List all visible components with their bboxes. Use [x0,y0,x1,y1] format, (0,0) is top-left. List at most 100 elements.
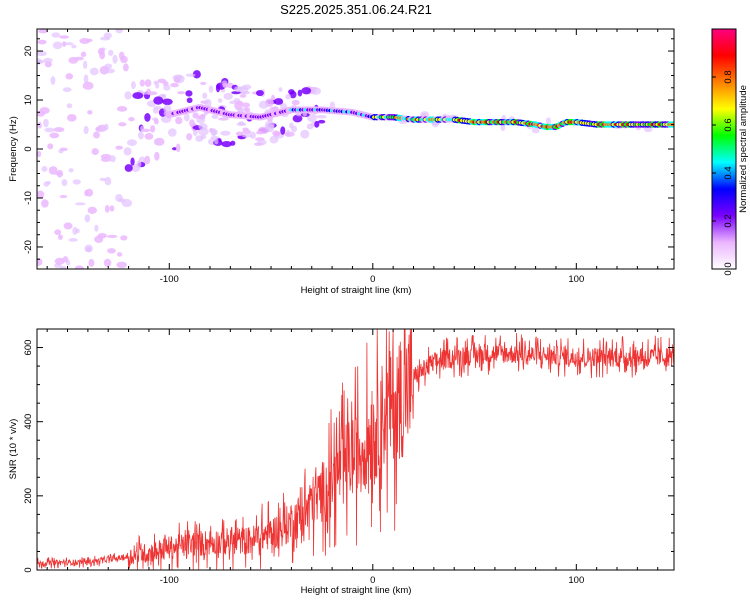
spectrogram-blob [74,202,86,206]
spectrogram-blob [278,87,283,92]
figure-title: S225.2025.351.06.24.R21 [280,2,432,17]
spectrogram-blob [291,99,300,106]
snr-xtick-label: 100 [568,575,584,586]
spectrogram-blob [108,49,114,56]
spectrogram-blob [104,205,110,213]
snr-xtick-label: 0 [370,575,375,586]
spectrogram-blob [217,98,223,103]
spectrogram-blob [242,129,252,135]
spectrogram-blob [140,125,145,132]
spectrogram-blob [43,118,49,128]
spectrogram-blob [144,79,152,87]
spectrogram-blob [317,119,326,124]
colorbar-ramp [712,29,736,269]
spectrogram-blob [131,81,136,90]
spectrogram-ytick-label: -20 [23,240,34,254]
spectrogram-blob [82,60,88,69]
spectrogram-blob [132,92,144,99]
spectrogram-blob [47,143,54,150]
spectrogram-xtick-label: 0 [370,274,375,285]
spectrogram-blob [241,102,251,108]
colorbar-tick-label: 0.4 [723,166,734,179]
spectrogram-blob [74,265,84,269]
spectrogram-blob [89,67,99,76]
spectrogram-blob [192,112,199,119]
spectrogram-blob [198,123,208,131]
spectrogram-blob [82,81,94,90]
spectrogram-blob [121,198,133,208]
spectrogram-blob [100,154,112,159]
snr-axes: -100 0 100 0 200 400 600 [23,328,674,586]
spectrogram-ytick-label: -10 [23,191,34,205]
spectrogram-blob [37,190,45,199]
spectrogram-blob [311,87,322,95]
spectrogram-blob [183,113,190,122]
spectrogram-xlabel: Height of straight line (km) [301,285,412,296]
spectrogram-blob [52,41,63,50]
spectrogram-blob [291,125,298,133]
spectrogram-blob [71,44,77,49]
spectrogram-blob [264,120,275,130]
spectrogram-blob [230,140,236,146]
snr-ytick-label: 0 [23,567,34,572]
spectrogram-blob [300,129,310,139]
spectrogram-blob [116,252,123,257]
spectrogram-blob [154,151,160,161]
spectrogram-blob [273,98,284,105]
spectrogram-blob [87,206,97,214]
spectrogram-blob [153,96,164,105]
spectrogram-blob [170,82,179,88]
spectrogram-blob [37,257,43,266]
spectrogram-blob [222,83,228,88]
spectrogram-blob [223,92,233,100]
spectrogram-blob [210,136,220,140]
spectrogram-blob [258,100,269,109]
spectrogram-blob [44,61,52,68]
spectrogram-blob [256,130,264,135]
spectrogram-blob [104,68,115,74]
spectrogram-blob [48,166,58,175]
spectrogram-blob [99,36,111,41]
spectrogram-blobs [37,29,662,269]
spectrogram-blob [123,63,129,72]
spectrogram-blob [316,115,327,119]
spectrogram-blob [53,127,65,133]
spectrogram-blob [144,113,151,122]
spectrogram-blob [209,127,214,133]
spectrogram-background [37,29,674,269]
spectrogram-blob [531,127,540,134]
spectrogram-blob [72,226,78,235]
spectrogram-blob [104,176,112,186]
spectrogram-blob [292,114,303,123]
spectrogram-blob [127,139,137,147]
spectrogram-blob [107,248,116,254]
spectrogram-blob [192,70,201,79]
spectrogram-blob [272,130,280,137]
spectrogram-blob [43,57,53,63]
spectrogram-blob [185,90,193,97]
spectrogram-blob [500,124,506,132]
spectrogram-blob [91,148,99,156]
spectrogram-blob [54,257,65,265]
spectrogram-blob [314,120,320,128]
spectrogram-blob [123,147,132,156]
spectrogram-blob [200,134,207,140]
spectrogram-blob [208,85,214,93]
spectrogram-blob [62,87,72,93]
spectrogram-blob [61,179,68,187]
snr-ytick-label: 400 [23,414,34,430]
spectrogram-blob [115,29,123,34]
colorbar-tick-label: 0.0 [723,262,734,275]
spectrogram-blob [285,93,292,100]
spectrogram-blob [214,138,219,145]
spectrogram-blob [63,222,73,230]
spectrogram-blob [72,179,81,185]
snr-ytick-label: 200 [23,488,34,504]
spectrogram-blob [68,168,74,173]
spectrogram-blob [88,258,95,267]
snr-xtick-label: -100 [160,575,179,586]
spectrogram-blob [124,164,133,172]
spectrogram-blob [103,258,112,267]
